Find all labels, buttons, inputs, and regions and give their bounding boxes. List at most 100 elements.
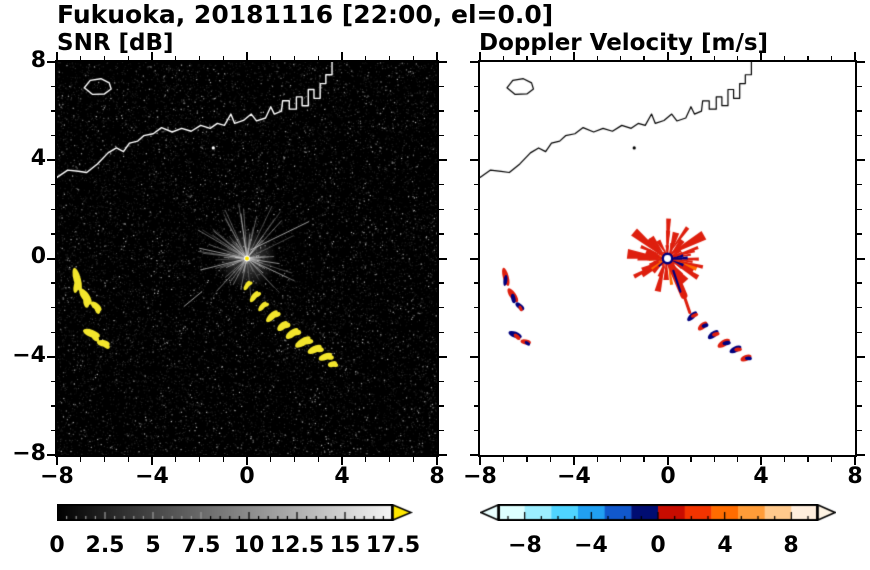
axis-tick (50, 331, 55, 333)
x-tick-label: −8 (463, 464, 497, 489)
x-tick-label: 0 (660, 464, 676, 489)
axis-tick (439, 184, 444, 186)
axis-tick (341, 52, 343, 60)
axis-tick (47, 355, 55, 358)
axis-tick (439, 429, 444, 432)
axis-tick (50, 135, 55, 137)
axis-tick (713, 457, 716, 462)
snr-plot-canvas (57, 62, 437, 455)
x-tick-label: 4 (753, 464, 769, 489)
axis-tick (175, 55, 177, 60)
axis-tick (439, 159, 447, 162)
axis-tick (737, 55, 739, 60)
axis-tick (470, 61, 478, 63)
axis-tick (439, 208, 444, 211)
axis-tick (127, 55, 129, 60)
colorbar-tick-label: −8 (508, 533, 542, 558)
axis-tick (596, 457, 598, 462)
axis-tick (50, 380, 55, 382)
axis-tick (473, 306, 478, 309)
axis-tick (412, 55, 414, 60)
x-tick-label: −8 (40, 464, 74, 489)
doppler-colorbar (480, 504, 836, 521)
axis-tick (50, 405, 55, 407)
axis-tick (56, 52, 58, 60)
axis-tick (222, 55, 224, 60)
colorbar-tick-label: 0 (650, 533, 666, 558)
axis-tick (50, 110, 55, 112)
y-tick-label: 8 (30, 48, 46, 73)
x-tick-label: 0 (239, 464, 255, 489)
axis-tick (246, 52, 248, 60)
axis-tick (470, 454, 478, 456)
axis-tick (388, 55, 391, 60)
axis-tick (50, 184, 55, 186)
axis-tick (857, 85, 862, 88)
axis-tick (502, 457, 505, 462)
axis-tick (830, 55, 833, 60)
axis-tick (222, 457, 224, 462)
axis-tick (473, 208, 478, 211)
colorbar-tick-label: 17.5 (365, 533, 421, 558)
colorbar-tick-label: 7.5 (181, 533, 221, 558)
axis-tick (549, 457, 551, 462)
axis-tick (50, 85, 55, 88)
axis-tick (572, 52, 575, 60)
doppler-plot-canvas (480, 62, 855, 455)
axis-tick (479, 457, 481, 465)
axis-tick (439, 135, 444, 137)
axis-tick (47, 159, 55, 162)
axis-tick (857, 159, 865, 162)
axis-tick (784, 55, 786, 60)
axis-tick (830, 457, 833, 462)
y-tick-label: 4 (30, 146, 46, 171)
axis-tick (439, 110, 444, 112)
axis-tick (857, 208, 862, 211)
axis-tick (151, 457, 153, 465)
colorbar-tick-label: 2.5 (85, 533, 125, 558)
axis-tick (439, 331, 444, 333)
axis-tick (643, 55, 645, 60)
axis-tick (857, 454, 865, 456)
axis-tick (572, 457, 575, 465)
axis-tick (439, 61, 447, 63)
axis-tick (439, 233, 444, 235)
axis-tick (341, 457, 343, 465)
snr-colorbar (57, 504, 413, 521)
axis-tick (47, 454, 55, 456)
snr-panel-title: SNR [dB] (57, 30, 174, 56)
axis-tick (198, 55, 201, 60)
x-tick-label: 8 (429, 464, 445, 489)
axis-tick (270, 457, 272, 462)
axis-tick (293, 55, 296, 60)
axis-tick (436, 457, 438, 465)
axis-tick (103, 457, 106, 462)
axis-tick (365, 457, 367, 462)
y-tick-label: −8 (12, 441, 46, 466)
x-tick-label: 8 (847, 464, 863, 489)
axis-tick (103, 55, 106, 60)
axis-tick (439, 85, 444, 88)
axis-tick (270, 55, 272, 60)
axis-tick (857, 257, 865, 260)
axis-tick (473, 429, 478, 432)
axis-tick (737, 457, 739, 462)
axis-tick (439, 355, 447, 358)
axis-tick (412, 457, 414, 462)
axis-tick (56, 457, 58, 465)
axis-tick (47, 257, 55, 260)
axis-tick (470, 257, 478, 260)
axis-tick (473, 282, 478, 284)
axis-tick (807, 457, 809, 462)
axis-tick (317, 55, 319, 60)
axis-tick (666, 457, 669, 465)
axis-tick (473, 380, 478, 382)
axis-tick (619, 457, 622, 462)
axis-tick (596, 55, 598, 60)
axis-tick (175, 457, 177, 462)
axis-tick (50, 306, 55, 309)
axis-tick (439, 454, 447, 456)
axis-tick (50, 208, 55, 211)
axis-tick (857, 429, 862, 432)
